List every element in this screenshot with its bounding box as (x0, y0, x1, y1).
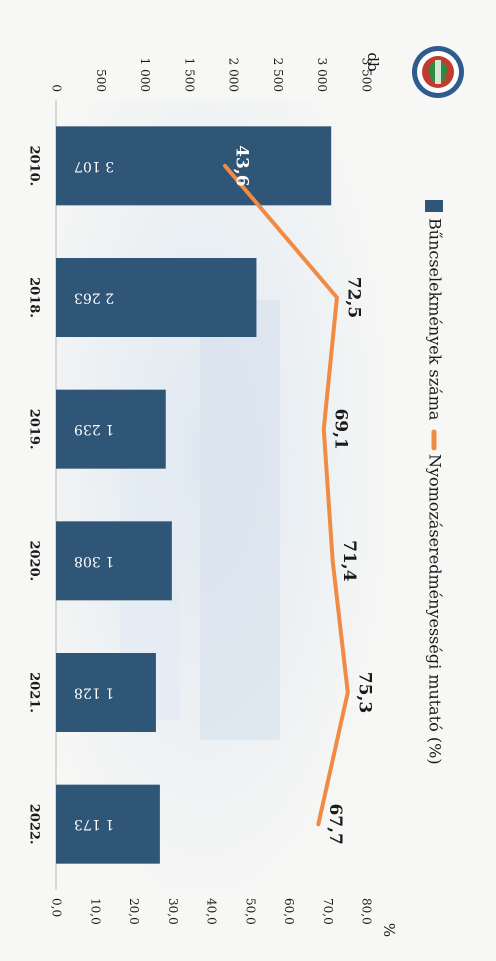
left-axis-tick-label: 500 (94, 69, 108, 92)
left-axis-tick-label: 1 000 (138, 58, 152, 92)
police-emblem (412, 46, 464, 98)
left-axis-tick-label: 2 000 (227, 58, 241, 92)
line-series (222, 163, 350, 827)
category-tick-label: 2022. (27, 804, 42, 845)
right-axis-tick-label: 60,0 (282, 898, 296, 925)
legend-label-line: Nyomozáseredményességi mutató (%) (426, 454, 445, 765)
right-axis-tick-label: 40,0 (205, 898, 219, 925)
bar (56, 521, 172, 601)
legend-label-bars: Bűncselekmények száma (426, 218, 445, 421)
bar-value-label: 1 239 (74, 421, 114, 437)
left-axis-tick-label: 2 500 (271, 58, 285, 92)
line-data-label: 69,1 (330, 408, 350, 449)
bar-value-label: 2 263 (74, 290, 114, 306)
right-axis-tick-label: 80,0 (360, 898, 374, 925)
bar (55, 389, 166, 469)
line-data-label: 75,3 (354, 672, 374, 713)
bar (56, 653, 156, 732)
bar-value-label: 3 107 (74, 158, 114, 174)
bar-value-label: 1 308 (74, 553, 114, 569)
bar (56, 784, 160, 864)
line-data-label: 71,4 (339, 540, 359, 582)
bar-value-label: 1 173 (74, 816, 114, 832)
right-axis-tick-label: 10,0 (88, 898, 102, 925)
category-tick-label: 2019. (27, 409, 42, 450)
bar-value-label: 1 128 (74, 685, 114, 701)
left-axis-tick-label: 3 000 (315, 58, 329, 92)
category-tick-label: 2021. (27, 672, 42, 713)
legend-swatch-bars (425, 200, 443, 212)
category-tick-label: 2018. (27, 277, 42, 318)
line-data-label: 72,5 (343, 277, 363, 318)
category-tick-label: 2010. (27, 145, 42, 186)
line-data-label: 43,6 (231, 145, 251, 186)
left-axis-tick-label: 1 500 (182, 58, 196, 92)
bar (55, 126, 332, 206)
left-axis-tick-label: 3 500 (360, 58, 374, 92)
right-axis-tick-label: 30,0 (166, 898, 180, 925)
left-axis-unit: db (364, 52, 382, 71)
right-axis-unit: % (380, 923, 398, 937)
bar (56, 258, 257, 337)
background-building-shape (200, 300, 280, 740)
right-axis-tick-label: 20,0 (127, 898, 141, 925)
category-tick-label: 2020. (27, 540, 42, 581)
line-data-label: 67,7 (325, 803, 345, 844)
right-axis-tick-label: 70,0 (321, 898, 335, 925)
right-axis-tick-label: 0,0 (50, 898, 64, 917)
left-axis-tick-label: 0 (50, 84, 64, 92)
right-axis-tick-label: 50,0 (243, 898, 257, 925)
